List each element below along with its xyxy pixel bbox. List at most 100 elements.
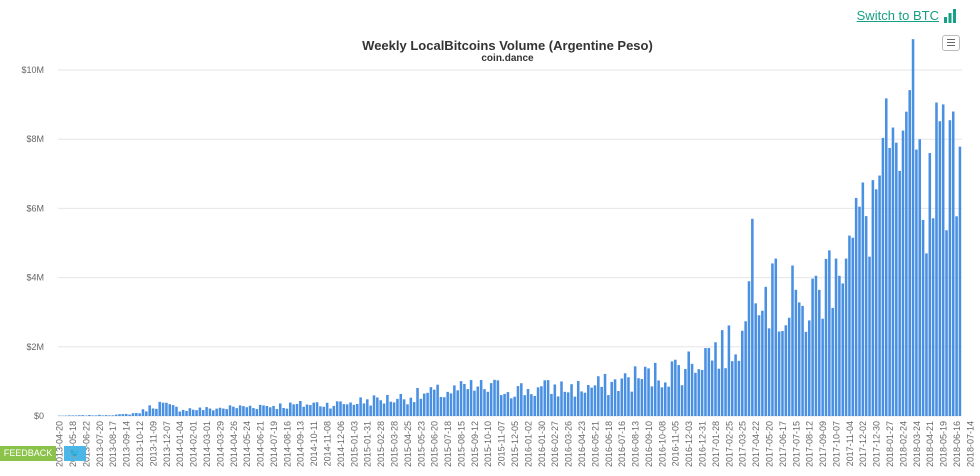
bar xyxy=(299,401,302,416)
bar xyxy=(623,373,627,416)
bar xyxy=(151,408,155,416)
bar xyxy=(225,409,228,416)
x-tick-label: 2015-03-28 xyxy=(389,421,399,467)
bar xyxy=(386,394,389,416)
bar xyxy=(520,383,523,416)
x-tick-label: 2016-11-05 xyxy=(671,421,681,466)
bar xyxy=(218,407,222,416)
bar xyxy=(228,405,232,416)
bar xyxy=(392,402,396,416)
bar xyxy=(289,402,292,416)
switch-to-btc-link[interactable]: Switch to BTC xyxy=(856,8,939,23)
bar xyxy=(523,395,526,416)
chart-subtitle: coin.dance xyxy=(481,53,534,64)
bar xyxy=(486,391,490,416)
bar xyxy=(737,360,741,416)
bar xyxy=(443,397,446,416)
bar xyxy=(282,408,285,416)
bar xyxy=(379,400,382,416)
bar xyxy=(878,175,881,416)
x-tick-label: 2013-05-18 xyxy=(68,421,78,467)
bar xyxy=(868,256,871,416)
x-tick-label: 2015-08-15 xyxy=(456,421,466,467)
bar xyxy=(811,278,814,416)
bar xyxy=(951,111,955,417)
x-tick-label: 2016-01-02 xyxy=(523,421,533,467)
x-tick-label: 2015-05-23 xyxy=(416,421,426,467)
bar xyxy=(948,120,952,417)
bar xyxy=(888,148,891,416)
bar xyxy=(161,402,165,416)
bar xyxy=(530,394,533,416)
feedback-button[interactable]: FEEDBACK xyxy=(0,446,56,461)
bar xyxy=(285,408,289,416)
bar xyxy=(587,385,590,416)
bar xyxy=(643,366,647,416)
bar xyxy=(359,397,362,416)
bar xyxy=(446,391,449,416)
bar xyxy=(302,406,305,416)
bar xyxy=(563,391,567,416)
bar xyxy=(138,413,141,416)
bar xyxy=(620,378,624,416)
y-tick-label: $10M xyxy=(21,65,44,75)
bar xyxy=(697,369,701,416)
bar xyxy=(426,392,429,416)
bar xyxy=(510,398,513,416)
bar xyxy=(94,415,98,416)
bar-chart-icon[interactable] xyxy=(943,9,957,23)
bar xyxy=(339,401,342,416)
bar xyxy=(757,315,761,416)
y-tick-label: $2M xyxy=(26,342,44,352)
bar xyxy=(305,404,309,416)
bar xyxy=(627,377,630,416)
bar xyxy=(315,402,319,416)
bar xyxy=(242,406,245,416)
bar xyxy=(603,373,607,416)
bar xyxy=(114,414,118,416)
bar xyxy=(235,408,238,416)
bar xyxy=(834,258,838,416)
x-tick-label: 2017-01-28 xyxy=(711,421,721,467)
x-tick-label: 2016-07-16 xyxy=(617,421,627,467)
bar xyxy=(767,328,771,416)
bar xyxy=(791,265,794,416)
bar xyxy=(412,402,416,416)
x-tick-label: 2016-02-27 xyxy=(550,421,560,467)
bar xyxy=(439,397,443,416)
bar xyxy=(506,392,510,416)
bar xyxy=(272,406,275,416)
bar xyxy=(891,127,895,416)
bar xyxy=(607,395,610,416)
hamburger-menu-icon[interactable] xyxy=(942,35,960,51)
bar xyxy=(513,396,516,416)
bar xyxy=(325,402,329,416)
bar xyxy=(436,384,439,416)
bar xyxy=(124,413,128,416)
bar xyxy=(925,253,928,416)
bar xyxy=(71,415,74,416)
x-tick-label: 2016-10-08 xyxy=(657,421,667,467)
bar xyxy=(560,381,563,416)
bar xyxy=(848,235,851,416)
x-tick-label: 2014-06-21 xyxy=(256,421,266,467)
bar xyxy=(915,149,918,416)
bar xyxy=(617,391,620,416)
x-tick-label: 2015-01-31 xyxy=(363,421,373,467)
x-tick-label: 2018-06-16 xyxy=(952,421,962,467)
bar xyxy=(613,379,617,416)
bar xyxy=(838,275,841,416)
bar xyxy=(583,392,587,416)
bar xyxy=(292,404,295,416)
chart-title: Weekly LocalBitcoins Volume (Argentine P… xyxy=(362,38,653,53)
bar xyxy=(630,391,634,416)
bar xyxy=(794,289,798,416)
bar xyxy=(479,380,483,416)
bar xyxy=(262,405,265,416)
bar xyxy=(459,381,463,416)
bar xyxy=(684,369,687,416)
x-tick-label: 2014-04-26 xyxy=(229,421,239,467)
bar xyxy=(68,415,71,416)
twitter-icon[interactable]: 🐦 xyxy=(64,446,86,461)
x-tick-label: 2015-12-05 xyxy=(510,421,520,467)
